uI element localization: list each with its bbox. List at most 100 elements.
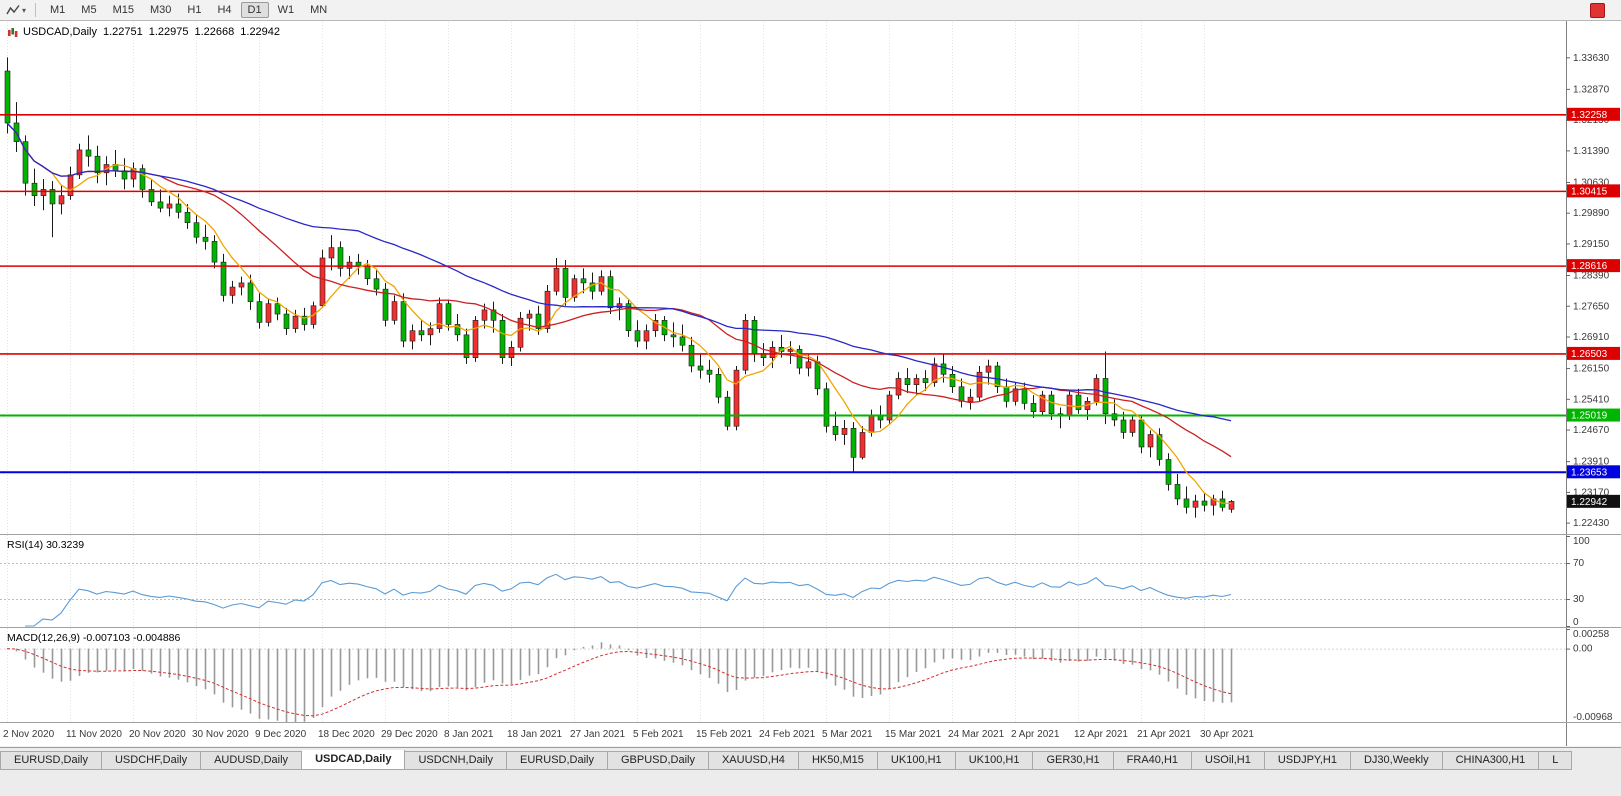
svg-text:1.32870: 1.32870 <box>1573 84 1610 95</box>
svg-text:20 Nov 2020: 20 Nov 2020 <box>129 729 186 740</box>
svg-text:18 Jan 2021: 18 Jan 2021 <box>507 729 562 740</box>
chart-title: USDCAD,Daily 1.22751 1.22975 1.22668 1.2… <box>7 26 280 38</box>
svg-text:1.23653: 1.23653 <box>1571 467 1608 478</box>
rsi-label: RSI(14) 30.3239 <box>7 539 85 551</box>
chart-tab-bar: EURUSD,Daily USDCHF,Daily AUDUSD,Daily USDC… <box>0 747 1621 796</box>
moving-averages <box>6 122 1232 505</box>
timeframe-button-MN[interactable]: MN <box>303 2 334 18</box>
svg-text:70: 70 <box>1573 558 1585 569</box>
svg-text:1.22430: 1.22430 <box>1573 518 1610 529</box>
tab-USDJPY-H1[interactable]: USDJPY,H1 <box>1264 751 1351 770</box>
svg-text:5 Feb 2021: 5 Feb 2021 <box>633 729 684 740</box>
svg-text:11 Nov 2020: 11 Nov 2020 <box>66 729 122 740</box>
tab-USOil-H1[interactable]: USOil,H1 <box>1192 751 1265 770</box>
chart-icon <box>8 27 18 37</box>
tab-UK100-H1[interactable]: UK100,H1 <box>877 751 956 770</box>
tab-GER30-H1[interactable]: GER30,H1 <box>1033 751 1114 770</box>
timeframe-button-M5[interactable]: M5 <box>74 2 103 18</box>
timeframe-button-H1[interactable]: H1 <box>180 2 208 18</box>
rsi-pane: 100 70 30 0 <box>0 536 1590 628</box>
svg-text:0.00: 0.00 <box>1573 644 1593 655</box>
horizontal-lines[interactable] <box>0 114 1566 474</box>
alert-icon[interactable] <box>1590 2 1605 18</box>
svg-text:0: 0 <box>1573 617 1579 628</box>
svg-text:1.31390: 1.31390 <box>1573 146 1610 157</box>
line-studies-icon[interactable] <box>4 2 22 18</box>
svg-text:0.00258: 0.00258 <box>1573 629 1610 640</box>
svg-text:1.24670: 1.24670 <box>1573 425 1610 436</box>
svg-text:24 Feb 2021: 24 Feb 2021 <box>759 729 816 740</box>
tab-USDCAD-Daily[interactable]: USDCAD,Daily <box>302 750 406 770</box>
svg-text:1.30630: 1.30630 <box>1573 177 1610 188</box>
svg-text:1.25019: 1.25019 <box>1571 411 1608 422</box>
chart-tabs: EURUSD,Daily USDCHF,Daily AUDUSD,Daily USDC… <box>0 750 1621 770</box>
tab-EURUSD-Daily[interactable]: EURUSD,Daily <box>0 751 102 770</box>
svg-text:1.23170: 1.23170 <box>1573 487 1610 498</box>
top-toolbar: ▾ M1 M5 M15 M30 H1 H4 D1 W1 MN <box>0 0 1621 21</box>
tab-AUDUSD-Daily[interactable]: AUDUSD,Daily <box>201 751 303 770</box>
ohlc-open: 1.22751 <box>102 26 143 38</box>
svg-text:1.30415: 1.30415 <box>1571 186 1608 197</box>
svg-text:2 Nov 2020: 2 Nov 2020 <box>3 729 55 740</box>
timeframe-button-M1[interactable]: M1 <box>43 2 72 18</box>
svg-text:18 Dec 2020: 18 Dec 2020 <box>318 729 375 740</box>
svg-text:30 Nov 2020: 30 Nov 2020 <box>192 729 249 740</box>
svg-text:29 Dec 2020: 29 Dec 2020 <box>381 729 438 740</box>
svg-text:24 Mar 2021: 24 Mar 2021 <box>948 729 1005 740</box>
price-axis[interactable]: 1.336301.328701.321301.313901.306301.298… <box>1566 21 1620 746</box>
svg-text:9 Dec 2020: 9 Dec 2020 <box>255 729 307 740</box>
svg-text:1.25410: 1.25410 <box>1573 394 1610 405</box>
svg-text:27 Jan 2021: 27 Jan 2021 <box>570 729 625 740</box>
timeframe-button-W1[interactable]: W1 <box>271 2 302 18</box>
tab-CHINA300-H1[interactable]: CHINA300,H1 <box>1442 751 1540 770</box>
time-axis[interactable]: 2 Nov 2020 11 Nov 2020 20 Nov 2020 30 Nov 2… <box>3 729 1254 740</box>
toolbar-separator <box>35 3 37 17</box>
ma-mid <box>6 122 1232 458</box>
svg-text:1.22942: 1.22942 <box>1571 497 1608 508</box>
tab-USDCNH-Daily[interactable]: USDCNH,Daily <box>405 751 508 770</box>
svg-text:100: 100 <box>1573 536 1590 547</box>
tab-FRA40-H1[interactable]: FRA40,H1 <box>1113 751 1193 770</box>
svg-text:1.26910: 1.26910 <box>1573 332 1610 343</box>
svg-text:30: 30 <box>1573 594 1585 605</box>
ma-slow <box>6 122 1232 422</box>
svg-text:1.27650: 1.27650 <box>1573 301 1610 312</box>
tab-UK100-H1[interactable]: UK100,H1 <box>955 751 1034 770</box>
chart-symbol-label: USDCAD,Daily <box>23 26 97 38</box>
timeframe-button-M15[interactable]: M15 <box>106 2 141 18</box>
svg-text:15 Mar 2021: 15 Mar 2021 <box>885 729 942 740</box>
candlesticks <box>4 57 1235 518</box>
svg-text:12 Apr 2021: 12 Apr 2021 <box>1074 729 1128 740</box>
ohlc-close: 1.22942 <box>240 26 281 38</box>
ohlc-low: 1.22668 <box>194 26 235 38</box>
tab-USDCHF-Daily[interactable]: USDCHF,Daily <box>101 751 202 770</box>
dropdown-arrow-icon[interactable]: ▾ <box>22 5 27 15</box>
svg-text:1.26150: 1.26150 <box>1573 364 1610 375</box>
ohlc-high: 1.22975 <box>148 26 189 38</box>
svg-text:1.33630: 1.33630 <box>1573 53 1610 64</box>
tab-DJ30-Weekly[interactable]: DJ30,Weekly <box>1350 751 1443 770</box>
tab-HK50-M15[interactable]: HK50,M15 <box>798 751 878 770</box>
timeframe-button-D1[interactable]: D1 <box>240 2 269 18</box>
svg-text:5 Mar 2021: 5 Mar 2021 <box>822 729 873 740</box>
macd-label: MACD(12,26,9) -0.007103 -0.004886 <box>7 632 181 644</box>
tab-GBPUSD-Daily[interactable]: GBPUSD,Daily <box>608 751 709 770</box>
timeframe-buttons: M1 M5 M15 M30 H1 H4 D1 W1 MN <box>42 2 335 18</box>
svg-text:1.28390: 1.28390 <box>1573 271 1610 282</box>
tab-L[interactable]: L <box>1539 751 1573 770</box>
svg-text:1.29890: 1.29890 <box>1573 208 1610 219</box>
svg-text:8 Jan 2021: 8 Jan 2021 <box>444 729 494 740</box>
timeframe-button-M30[interactable]: M30 <box>143 2 178 18</box>
svg-text:15 Feb 2021: 15 Feb 2021 <box>696 729 753 740</box>
zigzag-icon <box>6 5 20 15</box>
tab-EURUSD-Daily[interactable]: EURUSD,Daily <box>507 751 608 770</box>
svg-text:30 Apr 2021: 30 Apr 2021 <box>1200 729 1254 740</box>
tab-XAUUSD-H4[interactable]: XAUUSD,H4 <box>708 751 799 770</box>
svg-text:1.29150: 1.29150 <box>1573 239 1610 250</box>
rsi-line <box>25 573 1232 627</box>
svg-text:21 Apr 2021: 21 Apr 2021 <box>1137 729 1191 740</box>
macd-pane: 0.00258 0.00 -0.00968 <box>0 629 1613 723</box>
timeframe-button-H4[interactable]: H4 <box>210 2 238 18</box>
svg-text:2 Apr 2021: 2 Apr 2021 <box>1011 729 1060 740</box>
